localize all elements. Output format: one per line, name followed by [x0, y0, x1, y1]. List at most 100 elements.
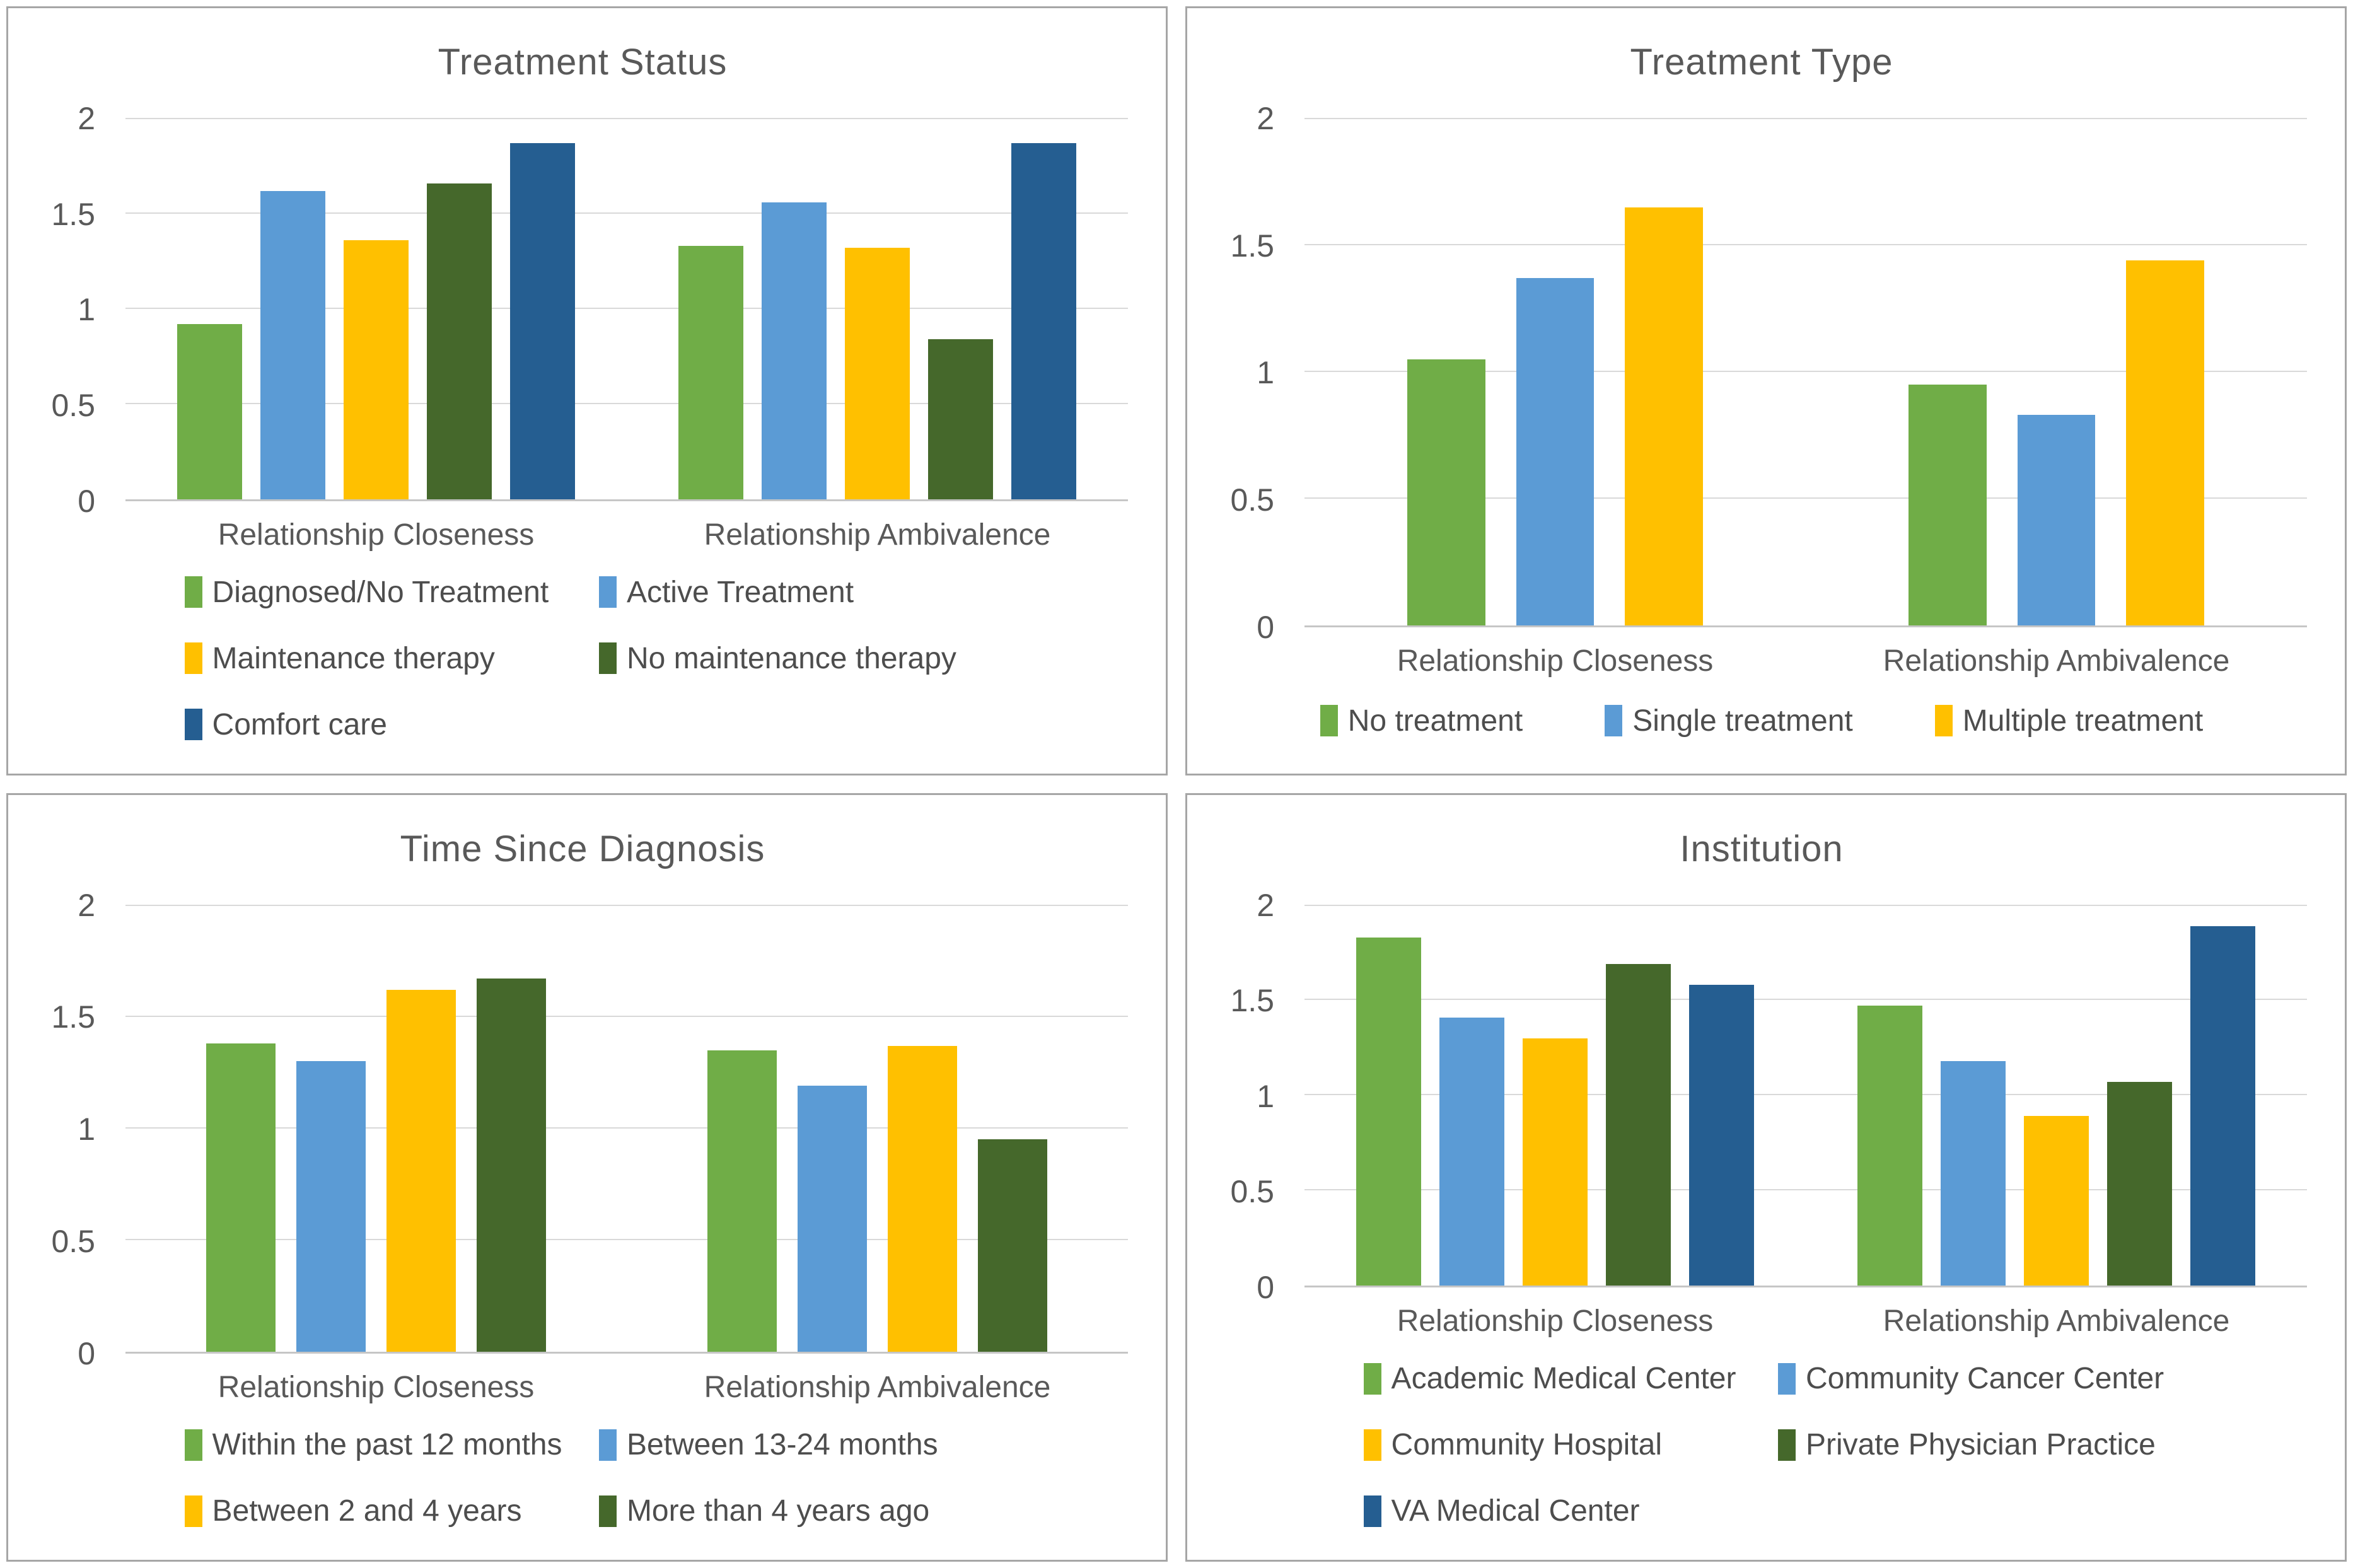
- legend-item: Multiple treatment: [1934, 704, 2203, 738]
- legend-item: No treatment: [1320, 704, 1523, 738]
- plot-area: 2 1.5 1 0.5 0: [1216, 888, 2307, 1305]
- bar-groups: [125, 905, 1128, 1352]
- legend-label: Academic Medical Center: [1391, 1362, 1736, 1395]
- bar-groups: [1304, 905, 2307, 1286]
- legend-label: VA Medical Center: [1391, 1494, 1640, 1528]
- legend: No treatment Single treatment Multiple t…: [1216, 704, 2307, 738]
- legend-item: No maintenance therapy: [598, 641, 1013, 676]
- legend-swatch: [1605, 705, 1623, 736]
- gridline: [125, 212, 1128, 214]
- y-axis: 2 1.5 1 0.5 0: [37, 888, 125, 1372]
- gridline: [1304, 243, 2307, 245]
- legend-label: Within the past 12 months: [212, 1428, 562, 1461]
- plot-area: 2 1.5 1 0.5 0: [37, 101, 1128, 519]
- category-axis: Relationship Closeness Relationship Ambi…: [1304, 1287, 2307, 1342]
- y-tick-label: 1: [1257, 1078, 1274, 1114]
- y-tick-label: 0.5: [1230, 482, 1274, 518]
- bar: [1605, 964, 1671, 1286]
- legend-item: VA Medical Center: [1363, 1494, 1778, 1528]
- chart-panel-treatment-type: Treatment Type 2 1.5 1 0.5 0: [1185, 6, 2347, 775]
- bar: [2126, 260, 2204, 625]
- y-tick-label: 1: [78, 292, 95, 328]
- bar: [888, 1045, 957, 1352]
- gridline: [1304, 904, 2307, 906]
- legend-swatch: [1363, 1495, 1381, 1527]
- bar-groups: [125, 119, 1128, 499]
- y-axis: 2 1.5 1 0.5 0: [1216, 101, 1304, 645]
- legend-item: Academic Medical Center: [1363, 1361, 1778, 1396]
- y-tick-label: 1.5: [51, 999, 95, 1035]
- legend-swatch: [598, 576, 617, 608]
- legend-label: Diagnosed/No Treatment: [212, 575, 549, 609]
- chart-title: Time Since Diagnosis: [400, 828, 765, 869]
- legend-label: More than 4 years ago: [626, 1494, 930, 1528]
- plot-grid: [1304, 904, 2307, 1287]
- legend-item: Private Physician Practice: [1777, 1427, 2192, 1462]
- legend-item: Maintenance therapy: [184, 641, 599, 676]
- y-tick-label: 0.5: [51, 1224, 95, 1260]
- legend-swatch: [1320, 705, 1338, 736]
- bar: [2190, 926, 2256, 1286]
- gridline: [125, 1127, 1128, 1129]
- category-label: Relationship Closeness: [218, 518, 535, 552]
- legend-swatch: [1934, 705, 1953, 736]
- legend-swatch: [1777, 1429, 1796, 1461]
- bar: [1625, 207, 1703, 625]
- chart-title: Institution: [1680, 828, 1844, 869]
- category-label: Relationship Closeness: [1397, 1304, 1714, 1338]
- gridline: [1304, 497, 2307, 499]
- gridline: [125, 118, 1128, 119]
- gridline: [125, 904, 1128, 906]
- legend-label: Between 2 and 4 years: [212, 1494, 522, 1528]
- y-tick-label: 2: [1257, 101, 1274, 136]
- y-tick-label: 1.5: [1230, 228, 1274, 264]
- bar: [426, 183, 492, 499]
- legend-label: Single treatment: [1632, 704, 1853, 738]
- legend: Academic Medical Center Community Cancer…: [1363, 1361, 2193, 1528]
- bar: [2023, 1116, 2089, 1286]
- gridline: [125, 1238, 1128, 1240]
- legend: Diagnosed/No Treatment Active Treatment …: [184, 575, 1014, 742]
- category-label: Relationship Ambivalence: [1883, 1304, 2230, 1338]
- legend-label: Community Cancer Center: [1805, 1362, 2164, 1395]
- y-tick-label: 1.5: [1230, 983, 1274, 1019]
- bar: [1857, 1006, 1923, 1286]
- legend-item: Single treatment: [1605, 704, 1853, 738]
- plot-grid: [125, 904, 1128, 1354]
- gridline: [1304, 118, 2307, 119]
- y-axis: 2 1.5 1 0.5 0: [37, 101, 125, 519]
- bar: [343, 240, 409, 499]
- bar: [1516, 278, 1595, 625]
- bar: [477, 979, 546, 1352]
- category-axis: Relationship Closeness Relationship Ambi…: [125, 1354, 1128, 1408]
- y-tick-label: 0: [1257, 1270, 1274, 1305]
- bar: [1909, 384, 1987, 625]
- bar: [707, 1050, 777, 1352]
- legend-item: Community Hospital: [1363, 1427, 1778, 1462]
- y-tick-label: 0: [78, 1336, 95, 1371]
- legend-item: Comfort care: [184, 707, 599, 742]
- bar: [2017, 415, 2096, 625]
- legend-item: Between 13-24 months: [598, 1427, 1013, 1462]
- chart-panel-time-since-diagnosis: Time Since Diagnosis 2 1.5 1 0.5 0: [6, 793, 1168, 1562]
- gridline: [125, 1015, 1128, 1017]
- y-tick-label: 2: [1257, 887, 1274, 923]
- category-axis: Relationship Closeness Relationship Ambi…: [125, 501, 1128, 556]
- legend-swatch: [598, 1429, 617, 1461]
- legend-item: Community Cancer Center: [1777, 1361, 2192, 1396]
- gridline: [1304, 1189, 2307, 1191]
- bar: [1407, 359, 1485, 625]
- bar: [978, 1139, 1047, 1352]
- bar-group-relationship-ambivalence: [1806, 119, 2307, 625]
- chart-panel-treatment-status: Treatment Status 2 1.5 1 0.5 0: [6, 6, 1168, 775]
- legend-item: More than 4 years ago: [598, 1494, 1013, 1528]
- bar: [927, 339, 994, 499]
- legend-item: Diagnosed/No Treatment: [184, 575, 599, 610]
- bar: [1439, 1017, 1505, 1286]
- chart-title: Treatment Type: [1630, 42, 1893, 83]
- bar: [2106, 1082, 2173, 1286]
- legend-swatch: [1363, 1429, 1381, 1461]
- y-tick-label: 0.5: [51, 387, 95, 423]
- bar-group-relationship-closeness: [125, 905, 627, 1352]
